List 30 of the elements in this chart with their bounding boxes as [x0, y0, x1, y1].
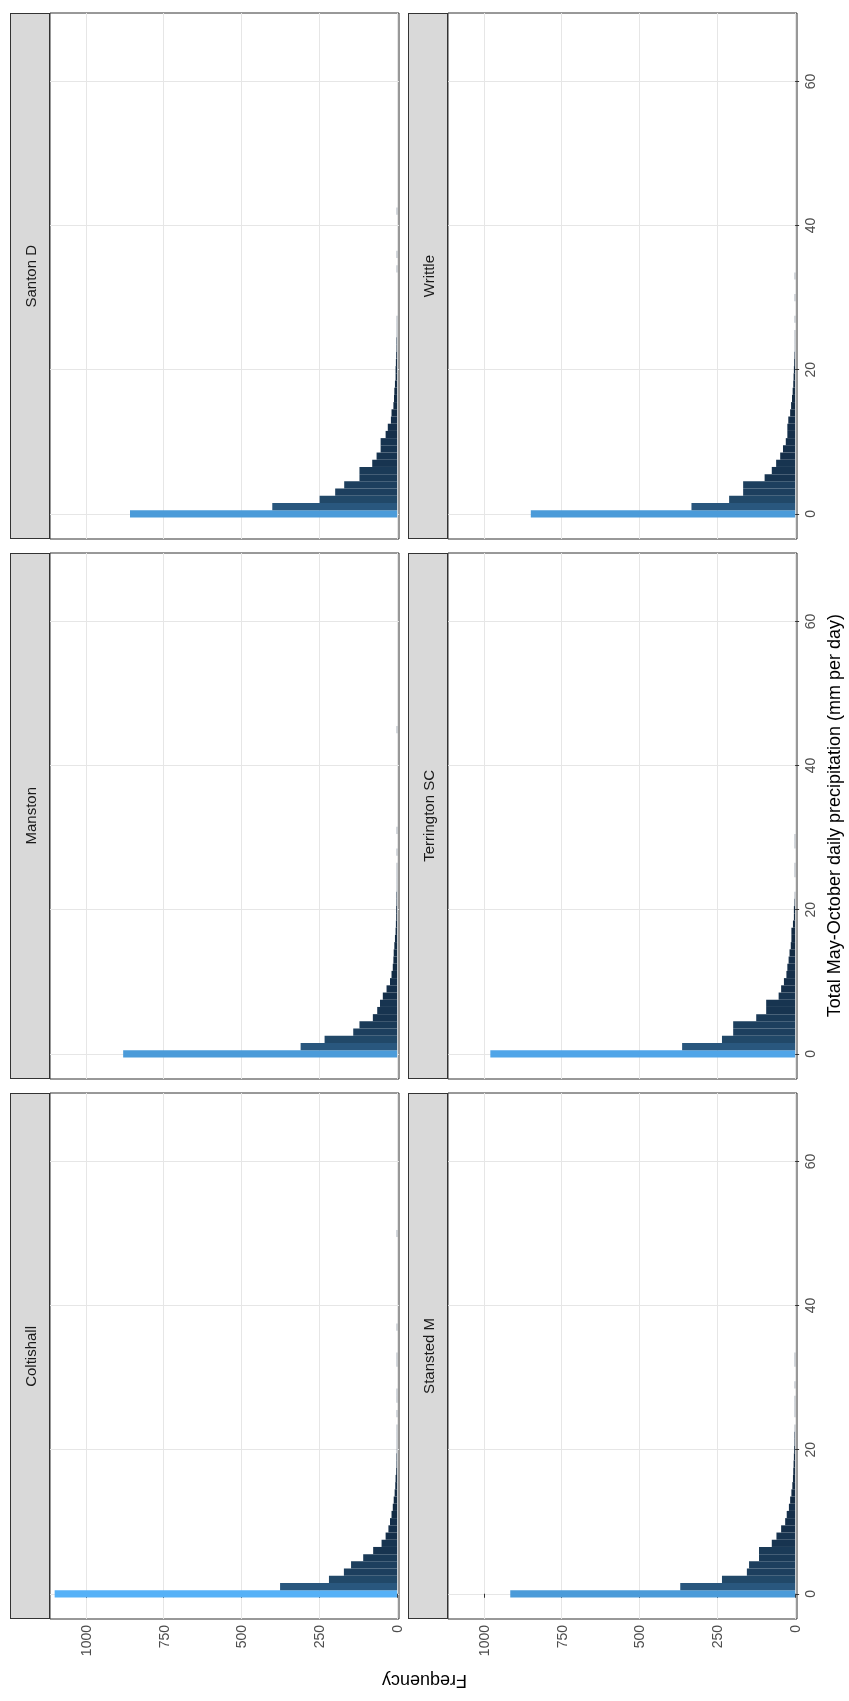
x-tick-label: 250 [709, 1624, 726, 1649]
y-tick-label: 40 [802, 757, 818, 774]
y-tick-label: 20 [802, 361, 818, 378]
y-tick-label: 60 [802, 613, 818, 630]
y-tick-label: 20 [802, 901, 818, 918]
x-tick-label: 750 [553, 1624, 570, 1649]
y-tick-label: 60 [802, 73, 818, 90]
x-tick-label: 750 [155, 1624, 172, 1649]
x-tick-label: 500 [631, 1624, 648, 1649]
y-tick-label: 60 [802, 1153, 818, 1170]
x-tick-label: 500 [233, 1624, 250, 1649]
x-tick-label: 1000 [77, 1624, 94, 1657]
x-tick-label: 250 [311, 1624, 328, 1649]
x-tick-label: 0 [389, 1624, 406, 1633]
text: Stansted M [419, 1318, 437, 1394]
text: Manston [21, 787, 39, 845]
y-tick-label: 0 [802, 1049, 818, 1058]
text: Terrington SC [419, 770, 437, 862]
y-tick-label: 20 [802, 1441, 818, 1458]
y-tick-label: 0 [802, 1589, 818, 1598]
text: Writtle [419, 254, 437, 298]
y-axis-title: Total May-October daily precipitation (mm per day) [824, 614, 845, 1018]
text: Santon D [21, 244, 39, 308]
text: Coltishall [21, 1325, 39, 1387]
x-tick-label: 1000 [475, 1624, 492, 1657]
y-tick-label: 40 [802, 1297, 818, 1314]
x-tick-label: 0 [787, 1624, 804, 1633]
x-axis-title: Frequency [381, 1670, 469, 1691]
y-tick-label: 40 [802, 217, 818, 234]
y-tick-label: 0 [802, 509, 818, 518]
